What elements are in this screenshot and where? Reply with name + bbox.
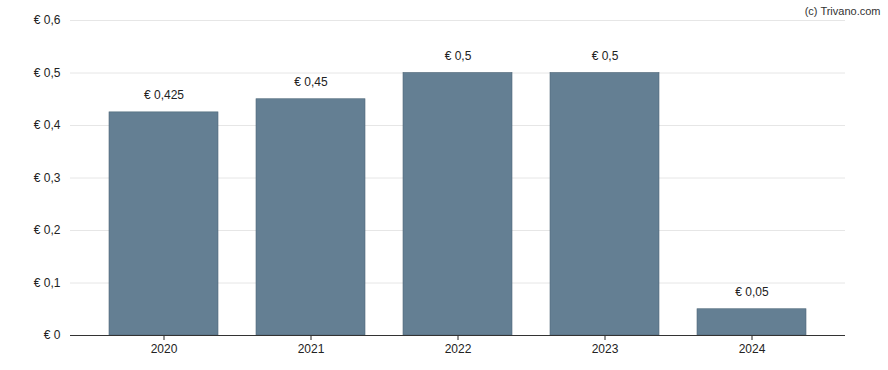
svg-text:(c) Trivano.com: (c) Trivano.com [805,5,881,17]
svg-text:€ 0,45: € 0,45 [294,75,328,89]
svg-text:€ 0,4: € 0,4 [34,118,61,132]
svg-text:€ 0,5: € 0,5 [592,49,619,63]
svg-text:€ 0,425: € 0,425 [144,88,184,102]
svg-text:2023: 2023 [592,342,619,356]
svg-text:2022: 2022 [445,342,472,356]
svg-text:€ 0,5: € 0,5 [34,66,61,80]
svg-text:€ 0,5: € 0,5 [445,49,472,63]
svg-text:2021: 2021 [298,342,325,356]
svg-text:2020: 2020 [151,342,178,356]
svg-text:€ 0,3: € 0,3 [34,171,61,185]
svg-text:€ 0,1: € 0,1 [34,276,61,290]
svg-text:€ 0,05: € 0,05 [735,285,769,299]
svg-text:€ 0,2: € 0,2 [34,223,61,237]
svg-text:€ 0,6: € 0,6 [34,13,61,27]
svg-text:€ 0: € 0 [44,328,61,342]
svg-text:2024: 2024 [739,342,766,356]
